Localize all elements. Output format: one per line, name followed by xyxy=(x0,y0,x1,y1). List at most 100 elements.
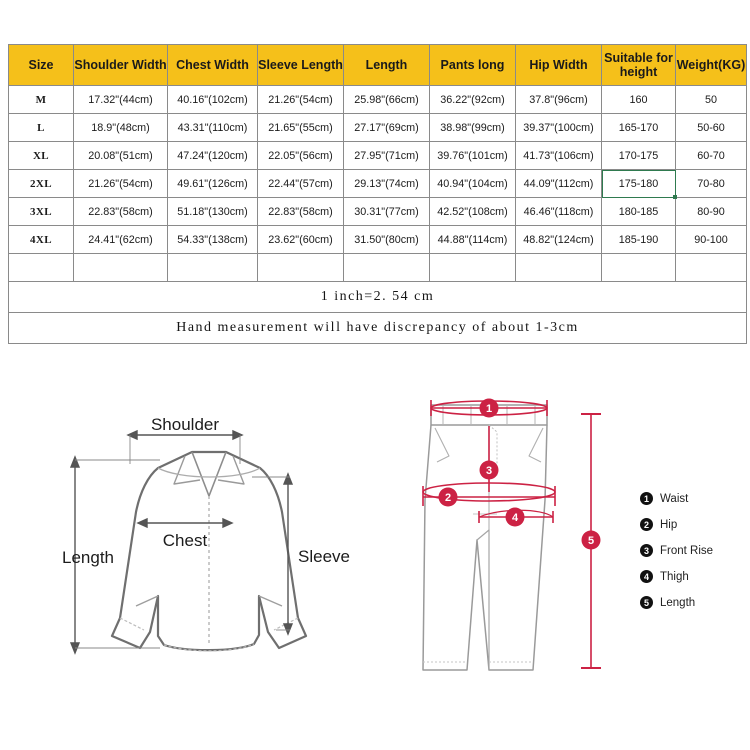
column-header-suitable-for-height: Suitable for height xyxy=(601,44,676,86)
note-measurement-discrepancy: Hand measurement will have discrepancy o… xyxy=(8,312,747,344)
cell-hip: 46.46"(118cm) xyxy=(515,197,602,226)
cell-shoulder: 22.83"(58cm) xyxy=(73,197,168,226)
cell-chest: 43.31"(110cm) xyxy=(167,113,258,142)
cell-length: 31.50"(80cm) xyxy=(343,225,430,254)
cell-chest: 51.18"(130cm) xyxy=(167,197,258,226)
legend-item-hip: 2 Hip xyxy=(640,518,750,531)
cell-shoulder: 24.41"(62cm) xyxy=(73,225,168,254)
pants-diagram: 1 2 3 4 5 xyxy=(405,380,620,700)
pants-marker-4: 4 xyxy=(505,507,525,527)
cell-height: 180-185 xyxy=(601,197,676,226)
svg-text:3: 3 xyxy=(486,465,492,477)
shirt-label-length: Length xyxy=(62,548,114,567)
cell-chest: 54.33"(138cm) xyxy=(167,225,258,254)
legend-label-waist: Waist xyxy=(660,492,689,505)
legend-item-front-rise: 3 Front Rise xyxy=(640,544,750,557)
table-row: 2XL 21.26"(54cm) 49.61"(126cm) 22.44"(57… xyxy=(8,169,747,200)
cell-sleeve: 22.83"(58cm) xyxy=(257,197,344,226)
cell-height-selected[interactable]: 175-180 xyxy=(601,169,678,200)
legend-number-icon: 1 xyxy=(640,492,653,505)
cell-height: 165-170 xyxy=(601,113,676,142)
column-header-sleeve-length: Sleeve Length xyxy=(257,44,344,86)
pants-marker-2: 2 xyxy=(438,487,458,507)
cell-pants: 44.88"(114cm) xyxy=(429,225,516,254)
pants-marker-1: 1 xyxy=(479,398,499,418)
cell-blank xyxy=(167,253,258,282)
column-header-weight: Weight(KG) xyxy=(675,44,747,86)
legend-item-waist: 1 Waist xyxy=(640,492,750,505)
note-inch-conversion: 1 inch=2. 54 cm xyxy=(8,281,747,313)
cell-weight: 90-100 xyxy=(675,225,747,254)
cell-sleeve: 21.26"(54cm) xyxy=(257,85,344,114)
cell-pants: 40.94"(104cm) xyxy=(429,169,516,198)
cell-hip: 37.8"(96cm) xyxy=(515,85,602,114)
cell-height: 160 xyxy=(601,85,676,114)
cell-weight: 60-70 xyxy=(675,141,747,170)
cell-size: 3XL xyxy=(8,197,74,226)
cell-height: 185-190 xyxy=(601,225,676,254)
cell-sleeve: 23.62"(60cm) xyxy=(257,225,344,254)
cell-chest: 40.16"(102cm) xyxy=(167,85,258,114)
shirt-illustration-svg: Shoulder Length Sleeve Chest xyxy=(62,415,350,655)
legend-label-hip: Hip xyxy=(660,518,678,531)
cell-size: 2XL xyxy=(8,169,74,198)
cell-length: 27.95"(71cm) xyxy=(343,141,430,170)
svg-text:5: 5 xyxy=(588,535,594,547)
cell-shoulder: 18.9"(48cm) xyxy=(73,113,168,142)
shirt-label-chest: Chest xyxy=(163,531,208,550)
cell-pants: 42.52"(108cm) xyxy=(429,197,516,226)
svg-text:1: 1 xyxy=(486,403,492,415)
cell-blank xyxy=(8,253,74,282)
table-row: 3XL 22.83"(58cm) 51.18"(130cm) 22.83"(58… xyxy=(8,197,747,226)
cell-blank xyxy=(429,253,516,282)
column-header-chest-width: Chest Width xyxy=(167,44,258,86)
cell-blank xyxy=(675,253,747,282)
cell-shoulder: 20.08"(51cm) xyxy=(73,141,168,170)
legend-number-icon: 2 xyxy=(640,518,653,531)
size-chart-table-container: Size Shoulder Width Chest Width Sleeve L… xyxy=(8,44,747,344)
size-chart-table: Size Shoulder Width Chest Width Sleeve L… xyxy=(8,44,747,344)
table-note-row-disclaimer: Hand measurement will have discrepancy o… xyxy=(8,312,747,344)
pants-marker-3: 3 xyxy=(479,460,499,480)
cell-size: XL xyxy=(8,141,74,170)
legend-number-icon: 3 xyxy=(640,544,653,557)
table-row: XL 20.08"(51cm) 47.24"(120cm) 22.05"(56c… xyxy=(8,141,747,170)
cell-chest: 47.24"(120cm) xyxy=(167,141,258,170)
cell-shoulder: 17.32"(44cm) xyxy=(73,85,168,114)
cell-hip: 41.73"(106cm) xyxy=(515,141,602,170)
cell-weight: 70-80 xyxy=(675,169,747,198)
cell-shoulder: 21.26"(54cm) xyxy=(73,169,168,198)
cell-sleeve: 21.65"(55cm) xyxy=(257,113,344,142)
column-header-shoulder-width: Shoulder Width xyxy=(73,44,168,86)
cell-blank xyxy=(515,253,602,282)
cell-length: 30.31"(77cm) xyxy=(343,197,430,226)
shirt-diagram: Shoulder Length Sleeve Chest xyxy=(40,400,390,700)
column-header-hip-width: Hip Width xyxy=(515,44,602,86)
cell-weight: 80-90 xyxy=(675,197,747,226)
cell-blank xyxy=(257,253,344,282)
cell-blank xyxy=(73,253,168,282)
column-header-pants-long: Pants long xyxy=(429,44,516,86)
table-note-row-conversion: 1 inch=2. 54 cm xyxy=(8,281,747,313)
cell-length: 27.17"(69cm) xyxy=(343,113,430,142)
legend-number-icon: 4 xyxy=(640,570,653,583)
legend-label-thigh: Thigh xyxy=(660,570,689,583)
cell-size: 4XL xyxy=(8,225,74,254)
table-header-row: Size Shoulder Width Chest Width Sleeve L… xyxy=(8,44,747,86)
cell-hip: 44.09"(112cm) xyxy=(515,169,602,198)
pants-markers: 1 2 3 4 5 xyxy=(438,398,601,550)
cell-hip: 39.37"(100cm) xyxy=(515,113,602,142)
svg-text:4: 4 xyxy=(512,512,519,524)
pants-measurement-legend: 1 Waist 2 Hip 3 Front Rise 4 Thigh 5 Len… xyxy=(640,492,750,622)
cell-pants: 36.22"(92cm) xyxy=(429,85,516,114)
cell-size: L xyxy=(8,113,74,142)
cell-height: 170-175 xyxy=(601,141,676,170)
table-row: M 17.32"(44cm) 40.16"(102cm) 21.26"(54cm… xyxy=(8,85,747,114)
pants-marker-5: 5 xyxy=(581,530,601,550)
legend-label-front-rise: Front Rise xyxy=(660,544,714,557)
legend-label-length: Length xyxy=(660,596,696,609)
table-row: L 18.9"(48cm) 43.31"(110cm) 21.65"(55cm)… xyxy=(8,113,747,142)
cell-sleeve: 22.44"(57cm) xyxy=(257,169,344,198)
table-blank-row xyxy=(8,253,747,282)
cell-pants: 39.76"(101cm) xyxy=(429,141,516,170)
